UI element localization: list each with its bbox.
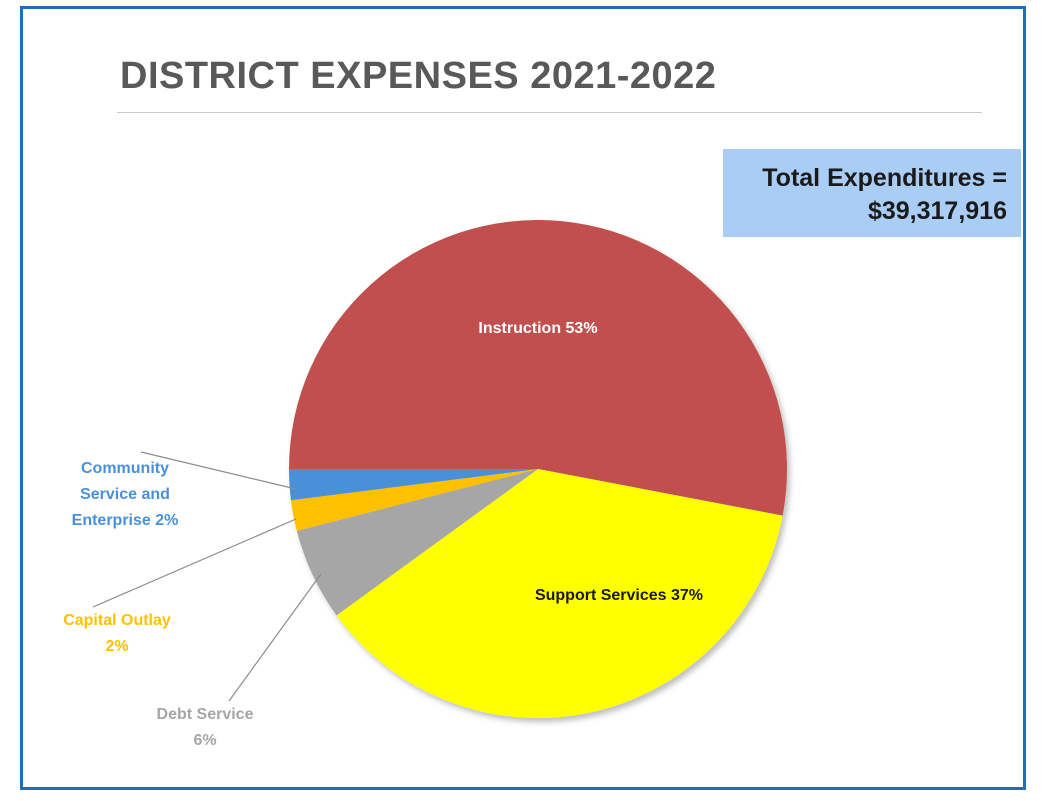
pie-slice-support-services xyxy=(336,469,783,719)
slice-label-capital-outlay-line-1: Capital Outlay xyxy=(63,612,171,629)
slice-label-support-services: Support Services 37% xyxy=(535,587,703,604)
pie-slice-community-service-and-enterprise xyxy=(289,469,538,501)
slice-label-community-service-and-enterprise-line-1: Community xyxy=(81,460,169,477)
pie-chart: Instruction 53% Support Services 37% Debt … xyxy=(63,220,787,749)
slice-label-community-service-and-enterprise-line-2: Service and xyxy=(80,486,170,503)
slice-label-debt-service-line-2: 6% xyxy=(193,732,216,749)
slice-label-debt-service-line-1: Debt Service xyxy=(157,706,254,723)
leader-line-capital-outlay xyxy=(92,518,297,608)
slide-frame: DISTRICT EXPENSES 2021-2022 Total Expend… xyxy=(20,6,1026,790)
slice-label-instruction: Instruction 53% xyxy=(478,320,597,337)
chart-title: DISTRICT EXPENSES 2021-2022 xyxy=(120,55,717,97)
leader-line-debt-service xyxy=(228,573,322,702)
slice-label-community-service-and-enterprise-line-3: Enterprise 2% xyxy=(72,512,179,529)
total-expenditures-box: Total Expenditures = $39,317,916 xyxy=(723,149,1021,237)
total-expenditures-value: $39,317,916 xyxy=(867,197,1007,225)
slice-label-capital-outlay-line-2: 2% xyxy=(105,638,128,655)
pie-slice-instruction xyxy=(289,220,787,516)
leader-line-community-service-and-enterprise xyxy=(140,451,297,490)
pie-slice-capital-outlay xyxy=(290,469,538,531)
pie-slices xyxy=(289,220,787,719)
title-divider xyxy=(117,112,982,113)
pie-slice-debt-service xyxy=(296,469,538,616)
total-expenditures-label: Total Expenditures = xyxy=(762,164,1007,192)
